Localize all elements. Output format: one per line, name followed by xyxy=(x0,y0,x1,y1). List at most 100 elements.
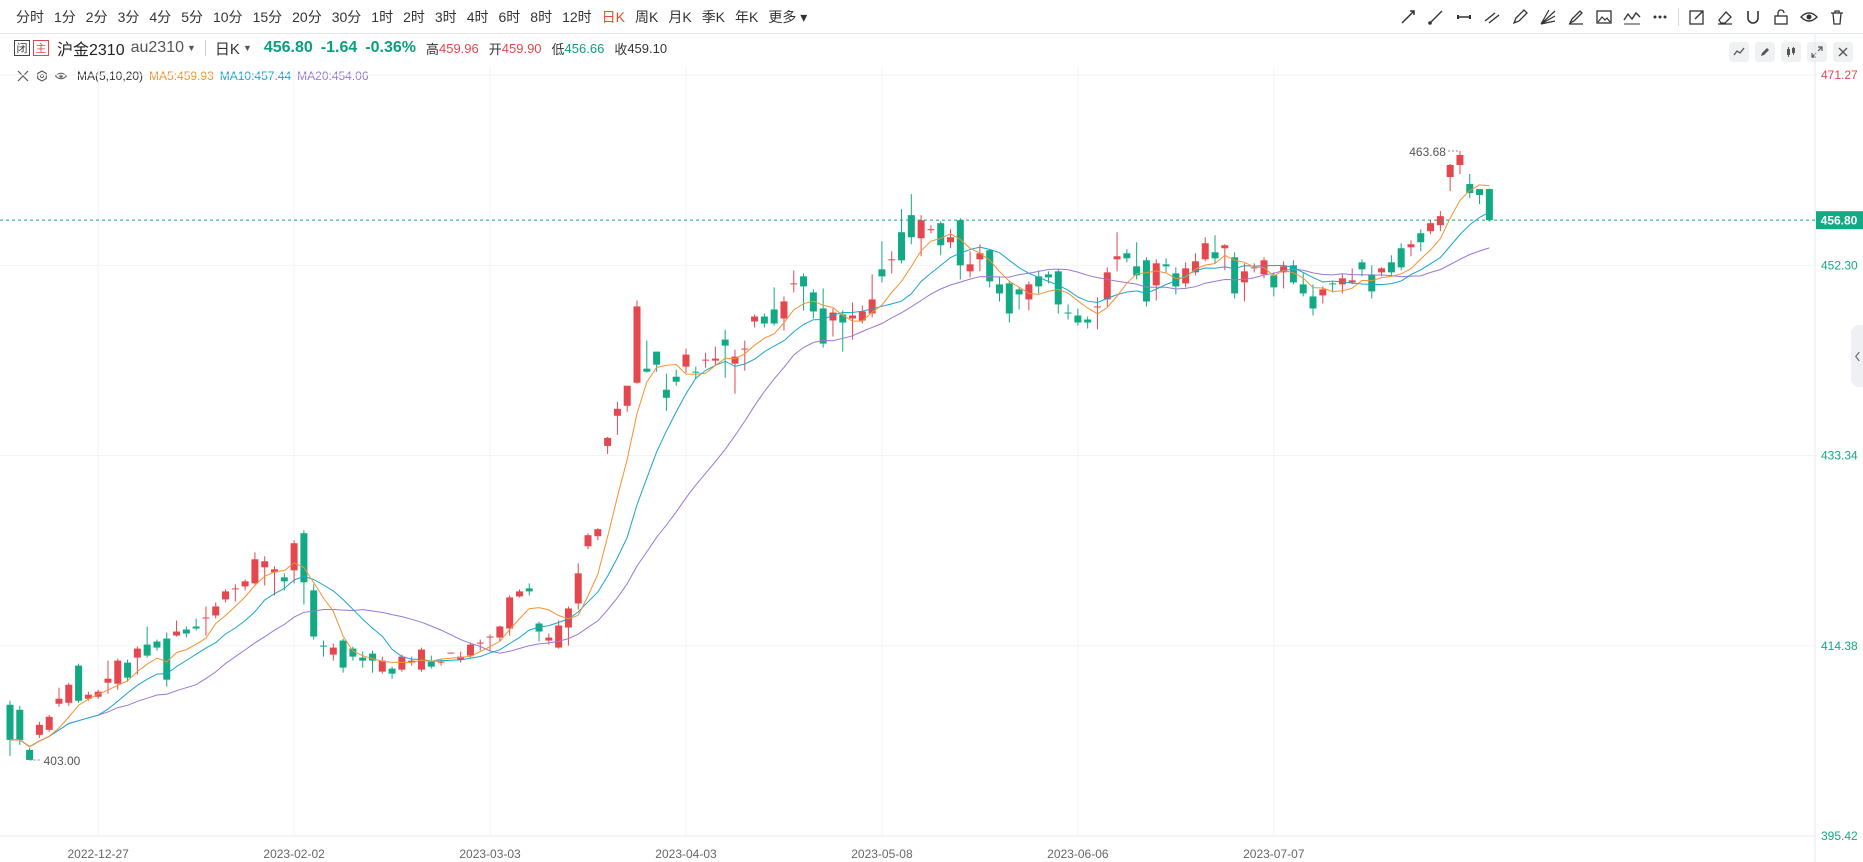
candle-body xyxy=(702,359,710,361)
period-tab[interactable]: 8时 xyxy=(530,9,553,25)
candle-body xyxy=(1427,223,1435,232)
candle-body xyxy=(731,356,739,364)
candle-body xyxy=(280,577,288,582)
candle-body xyxy=(339,640,347,668)
close-panel-button[interactable]: 闭 xyxy=(14,40,30,56)
period-tab[interactable]: 20分 xyxy=(292,9,322,25)
period-tab[interactable]: 15分 xyxy=(252,9,283,25)
candle-body xyxy=(192,626,200,629)
period-tab[interactable]: 年K xyxy=(735,9,759,25)
max-price-label: 463.68 xyxy=(1409,145,1446,159)
period-tab[interactable]: 分时 xyxy=(16,9,44,25)
x-tick-label: 2023-03-03 xyxy=(459,847,521,861)
parallel-channel-icon[interactable] xyxy=(1478,3,1506,31)
image-icon[interactable] xyxy=(1590,3,1618,31)
period-tab[interactable]: 2分 xyxy=(85,9,108,25)
period-tab[interactable]: 4分 xyxy=(149,9,172,25)
candle-body xyxy=(682,354,690,367)
trash-icon[interactable] xyxy=(1823,3,1851,31)
period-tab[interactable]: 30分 xyxy=(331,9,362,25)
period-tab[interactable]: 1分 xyxy=(54,9,76,25)
ma5-line xyxy=(10,184,1490,748)
candle-body xyxy=(1456,154,1464,165)
candle-body xyxy=(995,284,1003,294)
period-tab[interactable]: 5分 xyxy=(181,9,203,25)
period-tab[interactable]: 4时 xyxy=(466,9,489,25)
eraser-icon[interactable] xyxy=(1711,3,1739,31)
candle-body xyxy=(643,368,651,372)
x-tick-label: 2023-07-07 xyxy=(1243,847,1305,861)
ma10-line xyxy=(10,211,1490,748)
period-tab[interactable]: 6时 xyxy=(498,9,521,25)
candle-body xyxy=(1466,184,1474,194)
y-tick-label: 471.27 xyxy=(1821,68,1858,82)
candle-body xyxy=(545,637,553,641)
period-tab[interactable]: 季K xyxy=(701,9,726,25)
fan-icon[interactable] xyxy=(1534,3,1562,31)
candle-body xyxy=(613,408,621,416)
segment-icon[interactable] xyxy=(1450,3,1478,31)
candle-body xyxy=(222,591,230,600)
candle-body xyxy=(457,656,465,660)
candle-body xyxy=(408,660,416,663)
candle-body xyxy=(241,581,249,587)
main-contract-badge[interactable]: 主 xyxy=(33,40,49,56)
symbol-info-bar: 闭 主 沪金2310 au2310 ▼ 日K ▼ 456.80 -1.64 -0… xyxy=(14,36,667,60)
symbol-code[interactable]: au2310 xyxy=(130,39,184,56)
fullscreen-icon[interactable] xyxy=(1807,42,1827,62)
wave-icon[interactable] xyxy=(1618,3,1646,31)
candle-body xyxy=(1397,248,1405,268)
chevron-down-icon[interactable]: ▼ xyxy=(187,43,196,53)
ray-icon[interactable] xyxy=(1422,3,1450,31)
candle-body xyxy=(1446,164,1454,178)
edit-icon[interactable] xyxy=(1683,3,1711,31)
period-tab[interactable]: 更多 ▾ xyxy=(768,9,808,25)
period-selector[interactable]: 日K xyxy=(214,40,240,58)
low-value: 456.66 xyxy=(564,40,605,56)
candle-body xyxy=(1103,272,1111,300)
lock-icon[interactable] xyxy=(1767,3,1795,31)
candle-body xyxy=(584,535,592,547)
period-tab[interactable]: 3时 xyxy=(434,9,457,25)
candle-body xyxy=(476,642,484,644)
indicator-legend: MA(5,10,20) MA5:459.93 MA10:457.44 MA20:… xyxy=(16,66,369,86)
more-icon[interactable] xyxy=(1646,3,1674,31)
period-tab[interactable]: 1时 xyxy=(371,9,394,25)
period-tab[interactable]: 3分 xyxy=(117,9,140,25)
brush-icon[interactable] xyxy=(1562,3,1590,31)
period-tab[interactable]: 10分 xyxy=(212,9,243,25)
candle-type-icon[interactable] xyxy=(1781,42,1801,62)
candle-body xyxy=(1015,289,1023,295)
settings-icon[interactable] xyxy=(35,70,48,83)
candle-body xyxy=(1142,260,1150,302)
period-tab[interactable]: 周K xyxy=(635,9,659,25)
close-icon[interactable] xyxy=(1833,42,1853,62)
y-tick-label: 433.34 xyxy=(1821,449,1858,463)
side-panel-toggle[interactable] xyxy=(1851,325,1863,387)
candle-body xyxy=(1231,257,1239,294)
candle-body xyxy=(290,543,298,571)
symbol-name[interactable]: 沪金2310 xyxy=(57,42,125,59)
x-tick-label: 2023-05-08 xyxy=(851,847,913,861)
period-tab[interactable]: 月K xyxy=(668,9,692,25)
candle-body xyxy=(124,662,132,678)
magnet-icon[interactable] xyxy=(1739,3,1767,31)
eye-icon[interactable] xyxy=(1795,3,1823,31)
period-tab[interactable]: 12时 xyxy=(562,9,592,25)
draw-icon[interactable] xyxy=(1755,42,1775,62)
remove-indicator-icon[interactable] xyxy=(16,70,29,83)
trend-line-icon[interactable] xyxy=(1394,3,1422,31)
ma-indicator-name: MA(5,10,20) xyxy=(77,69,144,83)
candle-body xyxy=(153,641,161,648)
period-tab[interactable]: 2时 xyxy=(403,9,425,25)
period-tab[interactable]: 日K xyxy=(601,9,625,25)
period-chevron-down-icon[interactable]: ▼ xyxy=(242,43,252,53)
pen-icon[interactable] xyxy=(1506,3,1534,31)
candle-body xyxy=(1299,284,1307,294)
candle-body xyxy=(672,376,680,382)
line-chart-icon[interactable] xyxy=(1729,42,1749,62)
price-change-percent: -0.36% xyxy=(365,39,416,56)
candle-body xyxy=(927,229,935,231)
candle-body xyxy=(163,638,171,680)
